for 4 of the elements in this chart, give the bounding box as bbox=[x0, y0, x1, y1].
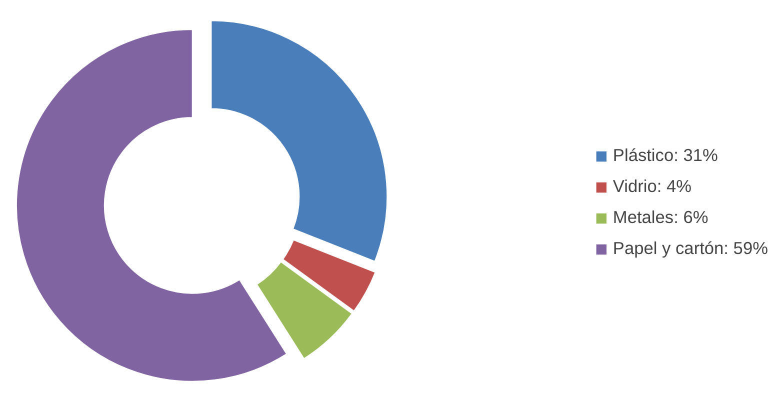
legend-label: Metales: 6% bbox=[612, 207, 708, 228]
legend-label: Plástico: 31% bbox=[612, 145, 718, 166]
legend-label: Papel y cartón: 59% bbox=[612, 238, 768, 259]
legend-label: Vidrio: 4% bbox=[612, 176, 692, 197]
